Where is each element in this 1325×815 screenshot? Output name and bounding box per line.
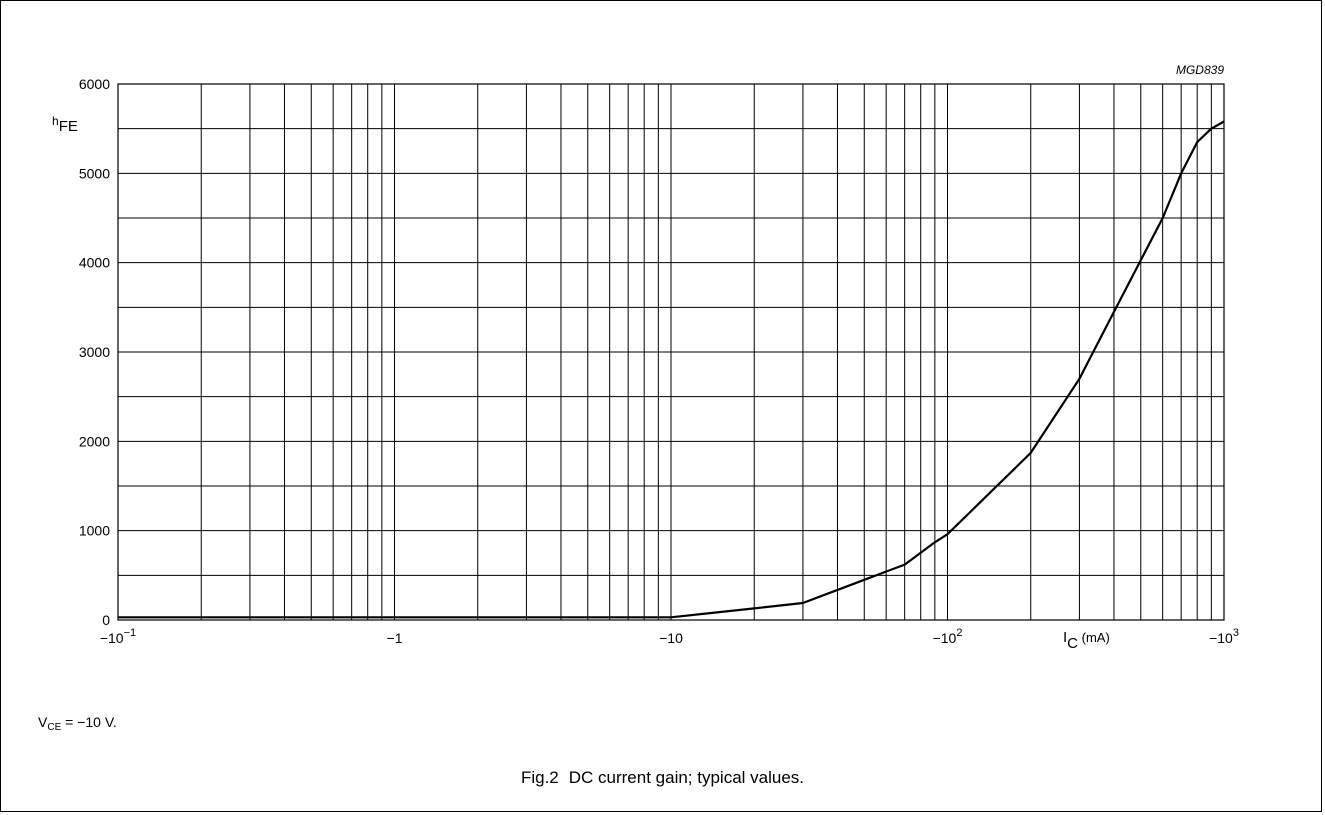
- x-tick-label: −1: [387, 630, 403, 646]
- condition-value: = −10 V.: [61, 714, 117, 730]
- y-axis-label: hFE: [52, 114, 78, 135]
- y-tick-label: 3000: [79, 344, 110, 360]
- y-tick-label: 0: [102, 612, 110, 628]
- condition-note: VCE = −10 V.: [38, 714, 117, 733]
- figure-caption: Fig.2 DC current gain; typical values.: [0, 768, 1325, 788]
- y-tick-label: 2000: [79, 433, 110, 449]
- y-tick-label: 1000: [79, 523, 110, 539]
- figure-code-label: MGD839: [1176, 63, 1224, 77]
- hfe-curve: [118, 120, 1225, 619]
- condition-subscript: CE: [47, 722, 62, 733]
- x-tick-label: −102: [933, 627, 963, 646]
- caption-text: DC current gain; typical values.: [568, 768, 805, 787]
- x-axis-label: IC (mA): [1063, 629, 1110, 652]
- plot-frame: [117, 83, 1225, 621]
- x-tick-label: −10−1: [100, 627, 136, 646]
- x-tick-label: −10: [659, 630, 683, 646]
- y-tick-label: 5000: [79, 165, 110, 181]
- y-tick-label: 6000: [79, 76, 110, 92]
- condition-symbol: V: [38, 714, 48, 730]
- figure-number: Fig.2: [520, 768, 559, 787]
- y-tick-label: 4000: [79, 255, 110, 271]
- x-tick-label: −103: [1209, 627, 1239, 646]
